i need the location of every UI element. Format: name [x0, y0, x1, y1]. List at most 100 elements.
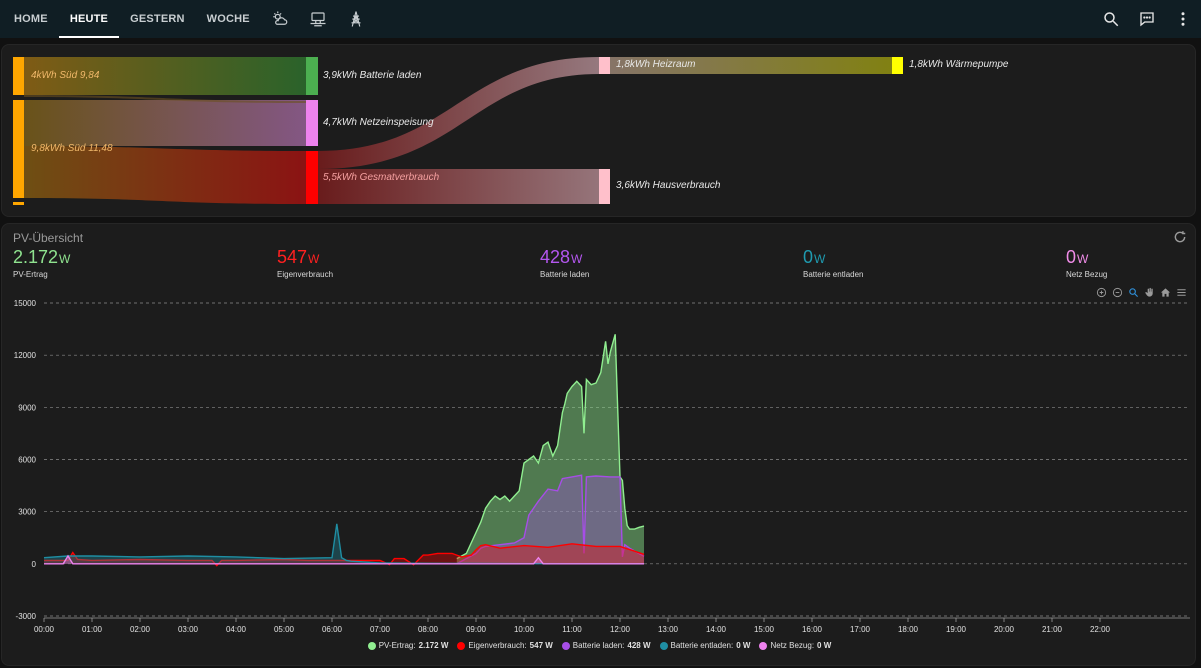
- x-tick-label: 07:00: [370, 625, 391, 634]
- kpi-unit: W: [308, 252, 320, 266]
- series-batterie-laden-area: [456, 475, 644, 564]
- flow-sued1148-netz: [24, 100, 306, 146]
- x-tick-label: 03:00: [178, 625, 199, 634]
- node-sued-1148[interactable]: [13, 100, 24, 198]
- tab-grid[interactable]: [337, 0, 375, 38]
- kpi-eigenverbrauch: 547W Eigenverbrauch: [277, 246, 333, 279]
- sankey-label-netzeinspeisung: 4,7kWh Netzeinspeisung: [323, 117, 434, 128]
- series-eigenverbrauch-line: [44, 543, 645, 567]
- legend-marker: [759, 641, 768, 650]
- flow-sued1148-gesamt: [24, 146, 306, 204]
- x-tick-label: 11:00: [562, 625, 582, 634]
- flow-sued984-small: [24, 95, 306, 103]
- zoom-in-button[interactable]: [1095, 286, 1107, 298]
- node-hausverbrauch[interactable]: [599, 169, 610, 204]
- x-tick-label: 06:00: [322, 625, 343, 634]
- zoom-out-button[interactable]: [1111, 286, 1123, 298]
- legend-item-netz-bezug[interactable]: Netz Bezug: 0 W: [759, 641, 831, 650]
- chat-button[interactable]: [1129, 0, 1165, 38]
- x-tick-label: 16:00: [802, 625, 823, 634]
- tab-heute[interactable]: HEUTE: [58, 0, 120, 38]
- sankey-label-sued-984: 4kWh Süd 9,84: [31, 70, 100, 81]
- node-batterie-laden[interactable]: [306, 57, 318, 95]
- sankey-label-sued-1148: 9,8kWh Süd 11,48: [31, 143, 113, 154]
- top-navigation-bar: HOME HEUTE GESTERN WOCHE: [0, 0, 1201, 38]
- legend-marker: [561, 641, 570, 650]
- node-waermepumpe[interactable]: [892, 57, 903, 74]
- node-gesamtverbrauch[interactable]: [306, 151, 318, 204]
- node-sued-small: [13, 202, 24, 205]
- kpi-label: Eigenverbrauch: [277, 270, 334, 279]
- legend-name: Batterie entladen:: [670, 641, 734, 650]
- kpi-label: Batterie laden: [540, 270, 590, 279]
- y-tick-label: 0: [32, 560, 37, 569]
- x-tick-label: 14:00: [706, 625, 727, 634]
- x-tick-label: 04:00: [226, 625, 247, 634]
- legend-item-batterie-laden[interactable]: Batterie laden: 428 W: [561, 641, 651, 650]
- x-tick-label: 00:00: [34, 625, 55, 634]
- legend-marker: [659, 641, 668, 650]
- tab-weather[interactable]: [261, 0, 299, 38]
- y-tick-label: -3000: [16, 612, 37, 621]
- node-sued-984[interactable]: [13, 57, 24, 95]
- kpi-unit: W: [59, 252, 71, 266]
- sankey-label-gesamtverbrauch: 5,5kWh Gesmatverbrauch: [323, 172, 440, 183]
- menu-icon: [1176, 288, 1186, 296]
- x-tick-label: 21:00: [1042, 625, 1063, 634]
- search-button[interactable]: [1093, 0, 1129, 38]
- legend-marker: [457, 641, 466, 650]
- flow-gesamt-haus: [318, 169, 599, 204]
- more-menu-button[interactable]: [1165, 0, 1201, 38]
- y-tick-label: 3000: [18, 508, 36, 517]
- flow-gesamt-heizraum: [318, 57, 599, 169]
- tab-home[interactable]: HOME: [14, 13, 48, 25]
- series-batterie-laden-line: [456, 474, 645, 565]
- y-tick-label: 15000: [14, 299, 37, 308]
- pan-hand-icon: [1144, 287, 1153, 297]
- tab-woche[interactable]: WOCHE: [206, 13, 250, 25]
- selection-zoom-button[interactable]: [1127, 286, 1139, 298]
- tab-server[interactable]: [299, 0, 337, 38]
- chart-menu-button[interactable]: [1175, 286, 1187, 298]
- pv-area-chart: 15000 12000 9000 6000 3000 0 -3000 00:00 01:00 02…: [14, 299, 1190, 634]
- kpi-pv-ertrag: 2.172W PV-Ertrag: [13, 246, 70, 279]
- kpi-label: Netz Bezug: [1066, 270, 1108, 279]
- kpi-value: 428: [540, 247, 571, 267]
- magnifier-icon: [1128, 287, 1138, 297]
- series-batterie-entladen-area: [44, 523, 644, 564]
- reset-zoom-button[interactable]: [1159, 286, 1171, 298]
- node-netzeinspeisung[interactable]: [306, 100, 318, 146]
- card-title: PV-Übersicht: [13, 231, 84, 245]
- x-tick-label: 05:00: [274, 625, 295, 634]
- legend-value: 547 W: [529, 641, 553, 650]
- x-tick-label: 19:00: [946, 625, 967, 634]
- kpi-unit: W: [571, 252, 583, 266]
- legend-marker: [367, 641, 376, 650]
- transmission-tower-icon: [351, 11, 361, 27]
- kpi-value: 547: [277, 247, 308, 267]
- refresh-icon[interactable]: [1173, 230, 1187, 244]
- sankey-label-heizraum: 1,8kWh Heizraum: [616, 59, 696, 70]
- chart-legend: PV-Ertrag: 2.172 W Eigenverbrauch: 547 W B…: [2, 641, 1195, 650]
- legend-item-batterie-entladen[interactable]: Batterie entladen: 0 W: [659, 641, 750, 650]
- energy-flow-sankey-card: 4kWh Süd 9,84 9,8kWh Süd 11,48 3,9kWh Ba…: [1, 44, 1196, 217]
- kpi-label: PV-Ertrag: [13, 270, 48, 279]
- y-tick-label: 6000: [18, 456, 36, 465]
- legend-item-pv-ertrag[interactable]: PV-Ertrag: 2.172 W: [367, 641, 449, 650]
- legend-item-eigenverbrauch[interactable]: Eigenverbrauch: 547 W: [457, 641, 553, 650]
- legend-name: Batterie laden:: [572, 641, 625, 650]
- kpi-unit: W: [814, 252, 826, 266]
- pan-button[interactable]: [1143, 286, 1155, 298]
- legend-value: 2.172 W: [418, 641, 449, 650]
- sankey-label-waermepumpe: 1,8kWh Wärmepumpe: [909, 59, 1009, 70]
- legend-name: Netz Bezug:: [770, 641, 815, 650]
- x-tick-label: 13:00: [658, 625, 679, 634]
- legend-value: 0 W: [817, 641, 832, 650]
- tab-gestern[interactable]: GESTERN: [130, 13, 185, 25]
- node-heizraum[interactable]: [599, 57, 610, 74]
- chat-icon: [1140, 12, 1154, 27]
- legend-name: Eigenverbrauch:: [468, 641, 527, 650]
- pv-overview-card: PV-Übersicht 2.172W PV-Ertrag 547W Eigen…: [1, 223, 1196, 666]
- flow-heizraum-waermepumpe: [610, 57, 892, 74]
- x-tick-label: 12:00: [610, 625, 631, 634]
